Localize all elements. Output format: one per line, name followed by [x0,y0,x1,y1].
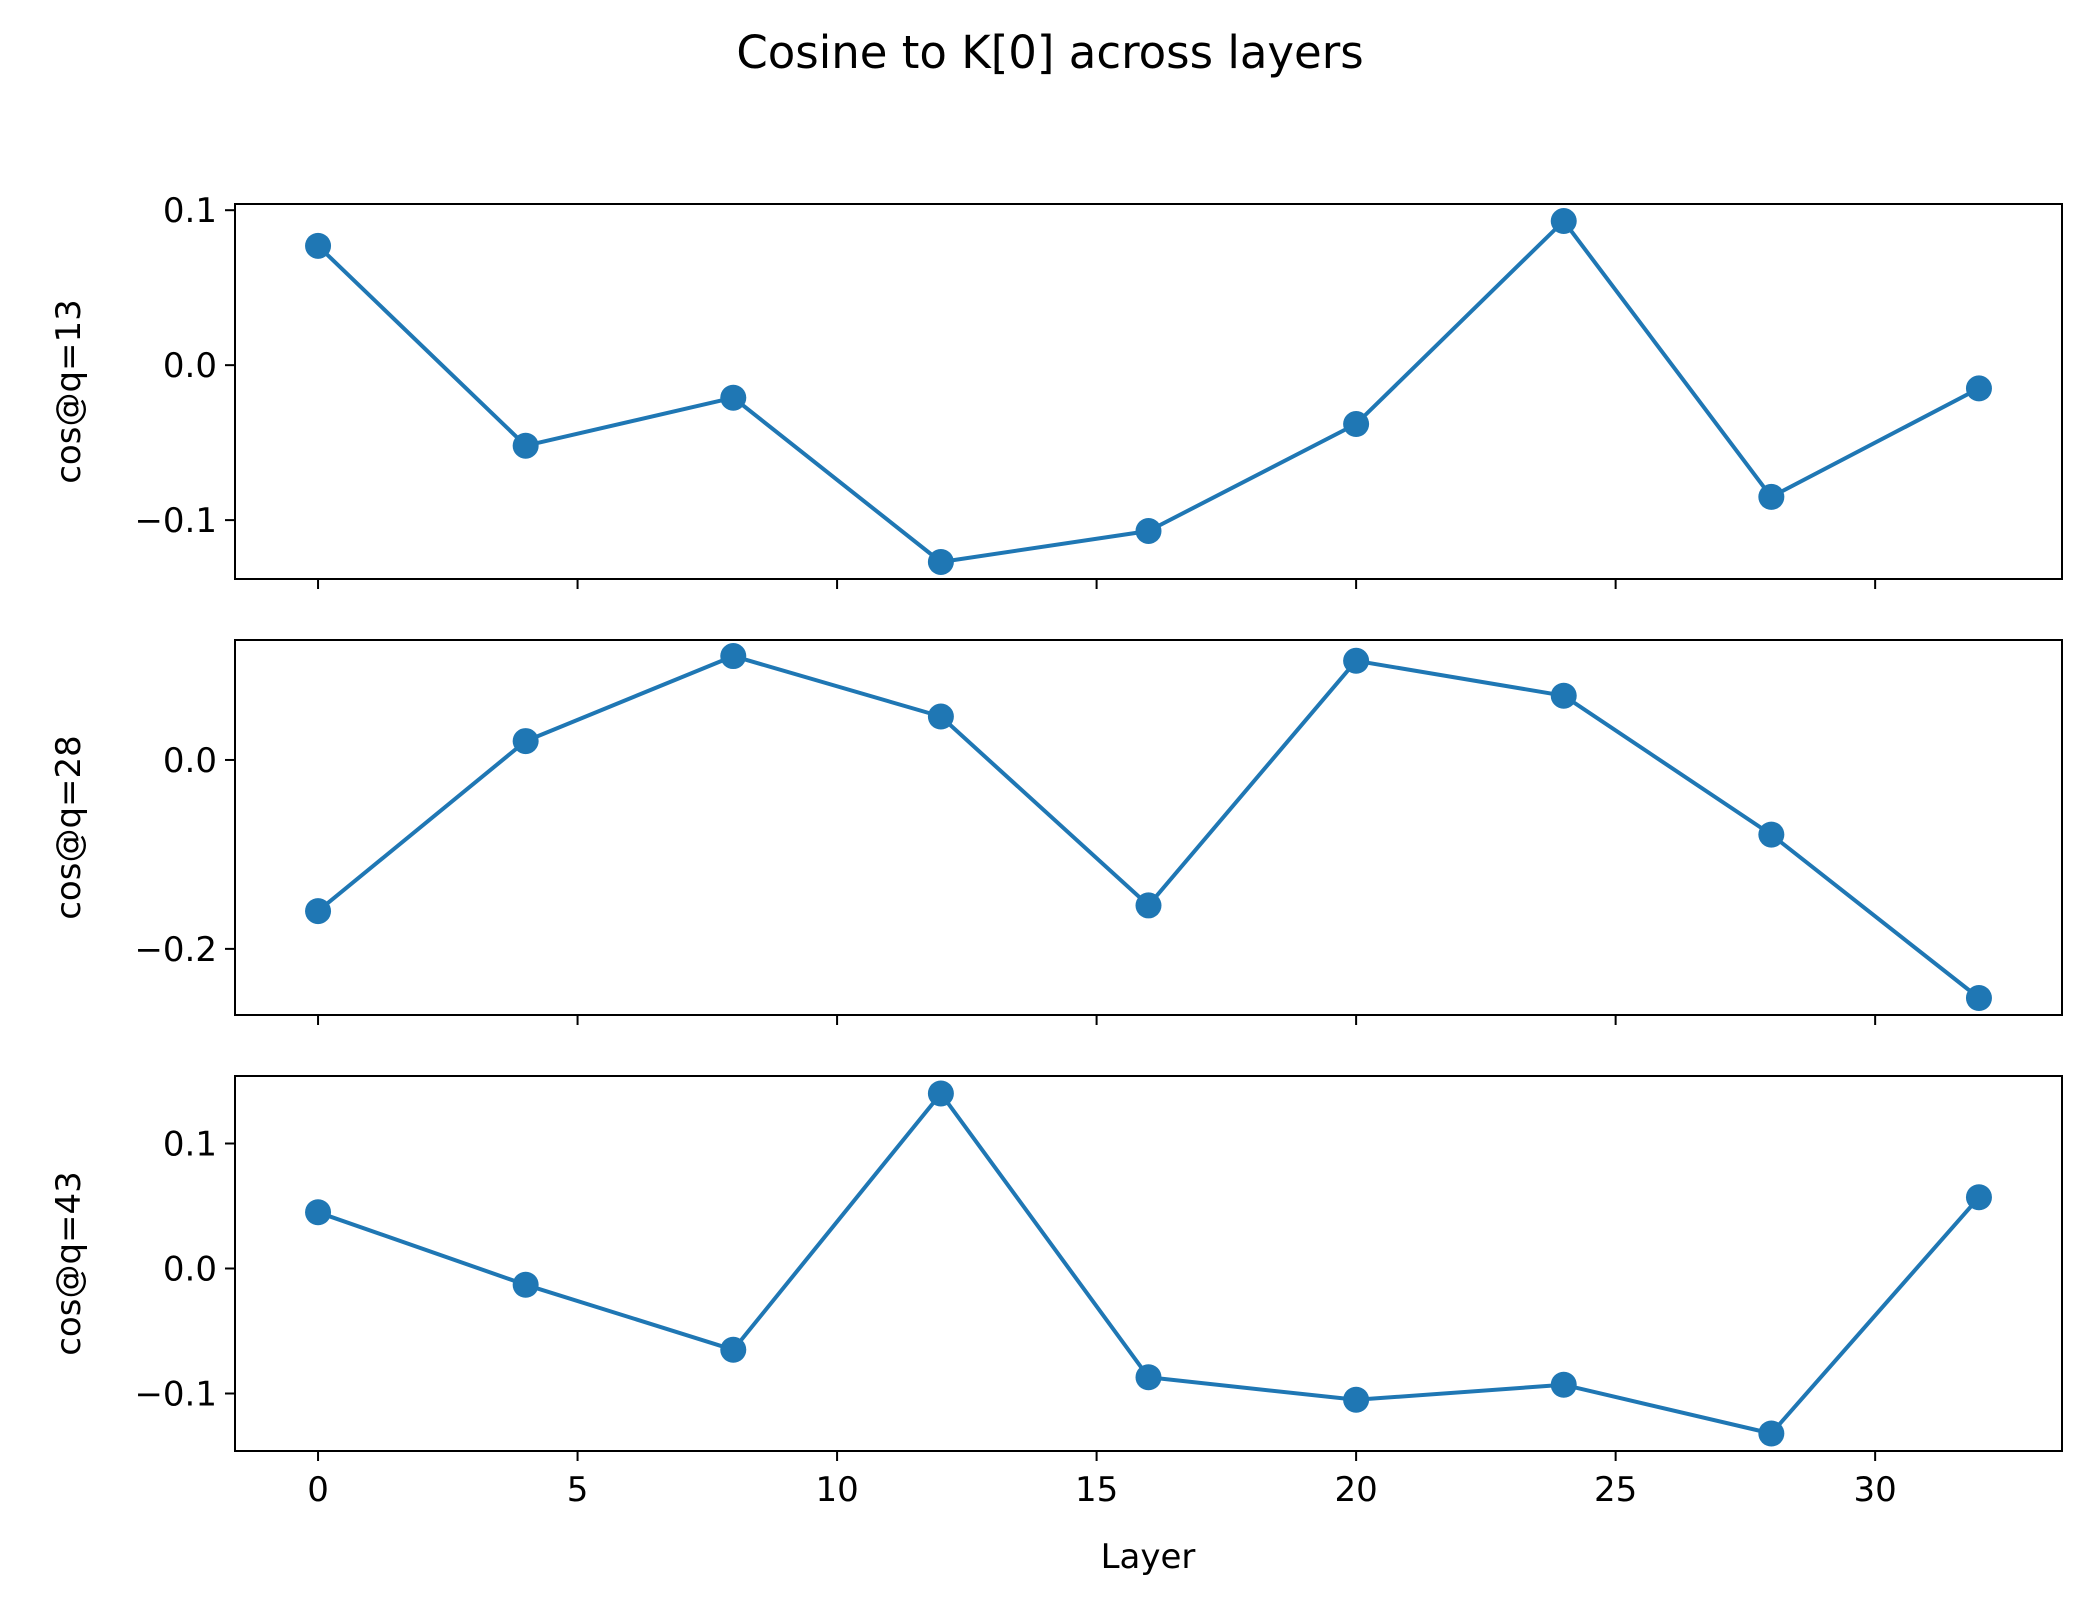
figure-title: Cosine to K[0] across layers [736,26,1363,79]
data-point [1758,821,1785,848]
axes-frame [234,203,2063,580]
data-point [1343,1386,1370,1413]
data-point [1965,375,1992,402]
subplot-3: −0.1 0.0 0.1 0 5 10 15 20 25 30 cos@q=43 [49,1075,2063,1510]
data-point [720,1336,747,1363]
x-tick-label: 0 [307,1470,329,1510]
y-tick-label: 0.1 [163,1125,217,1165]
subplot-2: −0.2 0.0 cos@q=28 [49,639,2063,1025]
data-point [1550,1371,1577,1398]
data-point [1758,1420,1785,1447]
y-tick-label: −0.1 [134,501,217,541]
x-tick-label: 10 [815,1470,858,1510]
data-point [1965,984,1992,1011]
data-point [720,643,747,670]
y-axis-label: cos@q=28 [49,735,89,920]
data-point [305,232,332,259]
data-point [1135,892,1162,919]
data-point [305,1199,332,1226]
x-tick-label: 5 [567,1470,589,1510]
y-tick-label: 0.1 [163,191,217,231]
y-axis-label: cos@q=43 [49,1171,89,1356]
x-tick-label: 30 [1854,1470,1897,1510]
subplots: −0.1 0.0 0.1 cos@q=13 −0.2 0.0 cos@q=28 −0.1 0.0… [49,191,2063,1510]
data-point [1343,647,1370,674]
x-tick-label: 25 [1594,1470,1637,1510]
y-tick-label: 0.0 [163,1250,217,1290]
x-tick-label: 15 [1075,1470,1118,1510]
data-point [1550,208,1577,235]
data-point [927,703,954,730]
x-tick-label: 20 [1334,1470,1377,1510]
data-point [512,432,539,459]
data-point [1550,682,1577,709]
data-point [720,384,747,411]
x-axis-label: Layer [1101,1537,1196,1577]
axes-frame [234,639,2063,1016]
data-point [305,898,332,925]
y-tick-label: −0.2 [134,930,217,970]
data-point [927,548,954,575]
y-axis-label: cos@q=13 [49,299,89,484]
data-point [512,728,539,755]
data-point [512,1271,539,1298]
data-point [1135,1364,1162,1391]
data-point [1343,411,1370,438]
y-tick-label: −0.1 [134,1375,217,1415]
axes-frame [234,1075,2063,1452]
data-point [927,1080,954,1107]
y-tick-label: 0.0 [163,741,217,781]
data-point [1758,483,1785,510]
y-tick-label: 0.0 [163,346,217,386]
data-point [1965,1184,1992,1211]
data-point [1135,517,1162,544]
subplot-1: −0.1 0.0 0.1 cos@q=13 [49,191,2063,589]
